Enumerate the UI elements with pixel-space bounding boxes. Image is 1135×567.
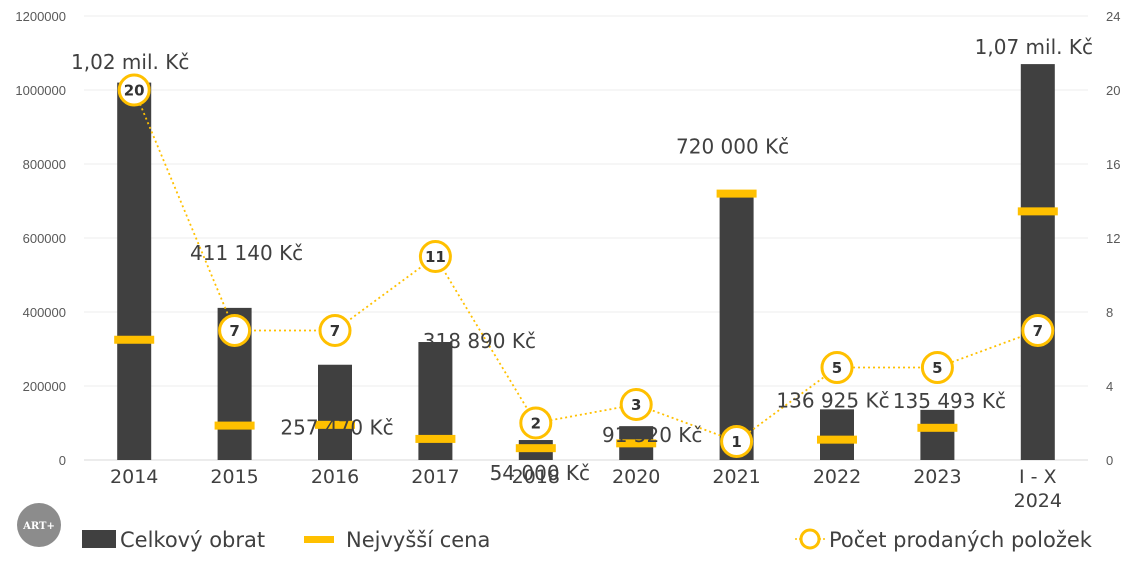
category-label: 2022 xyxy=(813,466,861,488)
category-label: 2017 xyxy=(411,466,459,488)
right-axis-ticks: 0 4 8 12 16 20 24 xyxy=(1106,9,1120,468)
category-label: 2018 xyxy=(512,466,560,488)
legend-line-label: Počet prodaných položek xyxy=(829,528,1093,552)
right-tick-label: 16 xyxy=(1106,157,1120,172)
line-point-label: 5 xyxy=(832,359,842,377)
legend-line-marker xyxy=(799,528,821,550)
right-tick-label: 4 xyxy=(1106,379,1113,394)
left-tick-label: 1200000 xyxy=(15,9,66,24)
left-tick-label: 0 xyxy=(59,453,66,468)
bar-data-label: 257 470 Kč xyxy=(280,416,393,440)
bar-data-label: 136 925 Kč xyxy=(776,388,889,412)
logo: ART+ xyxy=(17,503,61,547)
line-point-label: 11 xyxy=(425,248,446,266)
line-point-label: 7 xyxy=(330,322,340,340)
line-markers: 20 7 7 11 2 3 1 5 5 7 xyxy=(117,73,1055,458)
line-point-label: 2 xyxy=(531,415,541,433)
bar xyxy=(1020,64,1055,460)
line-point xyxy=(418,240,452,273)
right-tick-label: 12 xyxy=(1106,231,1120,246)
logo-text: ART+ xyxy=(22,521,55,532)
right-tick-label: 8 xyxy=(1106,305,1113,320)
logo-circle xyxy=(17,503,61,547)
line-point xyxy=(519,406,553,440)
left-axis-ticks: 0 200000 400000 600000 800000 1000000 1200000 xyxy=(15,9,66,468)
dash-marker xyxy=(1017,207,1058,216)
legend-bar-swatch xyxy=(82,530,116,548)
bar-data-label: 91 520 Kč xyxy=(602,423,702,447)
dash-marker xyxy=(515,444,556,453)
left-tick-label: 1000000 xyxy=(15,83,66,98)
line-point xyxy=(218,314,252,347)
bar xyxy=(318,364,352,460)
dash-marker xyxy=(616,439,657,448)
category-label: 2021 xyxy=(712,466,760,488)
right-tick-label: 24 xyxy=(1106,9,1120,24)
right-tick-label: 0 xyxy=(1106,453,1113,468)
line-point xyxy=(117,73,151,107)
category-label: 2015 xyxy=(210,466,258,488)
right-tick-label: 20 xyxy=(1106,83,1120,98)
line-point-label: 5 xyxy=(932,359,942,377)
bar xyxy=(920,409,955,460)
bar-data-label: 318 890 Kč xyxy=(423,329,536,353)
line-point xyxy=(318,314,352,347)
line-point xyxy=(1021,314,1055,347)
dash-marker xyxy=(315,420,355,429)
line-point-label: 20 xyxy=(124,82,145,100)
category-label: 2024 xyxy=(1014,490,1062,512)
line-point xyxy=(820,351,854,384)
line-point-label: 1 xyxy=(731,433,741,451)
bar xyxy=(719,193,754,460)
left-tick-label: 600000 xyxy=(23,231,66,246)
line-point-label: 7 xyxy=(1033,322,1043,340)
category-label: 2016 xyxy=(311,466,359,488)
dash-marker xyxy=(716,189,757,198)
bar-data-label: 54 000 Kč xyxy=(490,461,590,485)
dash-marker xyxy=(415,434,456,443)
bar xyxy=(117,82,152,460)
category-label: 2023 xyxy=(913,466,961,488)
bar-data-label: 720 000 Kč xyxy=(676,135,789,159)
bar xyxy=(820,409,854,460)
data-labels: 1,02 mil. Kč 411 140 Kč 257 470 Kč 318 890 … xyxy=(71,35,1093,485)
category-label: I - X xyxy=(1019,466,1057,488)
bar-data-label: 135 493 Kč xyxy=(893,389,1006,413)
line-path xyxy=(133,89,1039,443)
bar-data-label: 1,07 mil. Kč xyxy=(975,35,1093,59)
line-point xyxy=(920,351,954,384)
left-tick-label: 800000 xyxy=(23,157,66,172)
dash-marker xyxy=(817,435,857,444)
category-labels: 2014 2015 2016 2017 2018 2020 2021 2022 2023 I - … xyxy=(110,466,1062,512)
legend-bar-label: Celkový obrat xyxy=(120,528,265,552)
bar-data-label: 411 140 Kč xyxy=(190,241,303,265)
line-point-label: 3 xyxy=(631,396,641,414)
bar-data-label: 1,02 mil. Kč xyxy=(71,50,189,74)
category-label: 2020 xyxy=(612,466,660,488)
line-point xyxy=(720,425,754,458)
dash-marker xyxy=(917,423,958,432)
legend-dash-label: Nejvyšší cena xyxy=(346,528,490,552)
legend-dash-swatch xyxy=(304,536,334,543)
left-tick-label: 200000 xyxy=(23,379,66,394)
category-label: 2014 xyxy=(110,466,158,488)
dash-marker xyxy=(114,335,155,344)
dash-series xyxy=(114,189,1058,453)
dash-marker xyxy=(214,421,255,430)
line-point-label: 7 xyxy=(229,322,239,340)
line-point xyxy=(619,388,653,421)
line-series xyxy=(133,89,1039,443)
legend: Celkový obrat Nejvyšší cena Počet prodan… xyxy=(82,528,1093,552)
left-tick-label: 400000 xyxy=(23,305,66,320)
